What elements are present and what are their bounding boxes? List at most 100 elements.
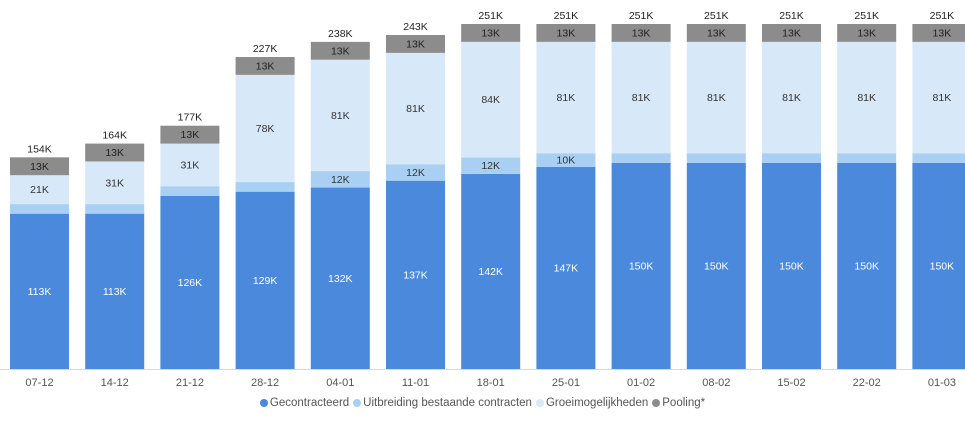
- x-tick-label: 22-02: [853, 377, 881, 389]
- bar-segment: [837, 41, 897, 154]
- bar-segment: [611, 153, 671, 163]
- data-label: 13K: [632, 27, 651, 39]
- data-label: 81K: [331, 110, 350, 122]
- data-label: 142K: [478, 266, 503, 278]
- data-label: 137K: [403, 269, 428, 281]
- data-label: 113K: [28, 286, 52, 298]
- bar-segment: [310, 171, 370, 188]
- data-label: 150K: [854, 260, 879, 272]
- total-label: 164K: [102, 130, 127, 142]
- data-label: 132K: [328, 273, 353, 285]
- bar-segment: [386, 180, 445, 369]
- bar-segment: [536, 166, 596, 369]
- x-tick-label: 01-02: [627, 377, 655, 389]
- bar-segment: [536, 24, 596, 42]
- legend-item: Uitbreiding bestaande contracten: [353, 397, 532, 409]
- legend-item: Pooling*: [652, 397, 705, 409]
- data-label: 81K: [406, 103, 425, 115]
- legend-swatch: [652, 399, 661, 407]
- data-label: 113K: [103, 286, 127, 298]
- data-label: 150K: [930, 260, 955, 272]
- x-tick-label: 11-01: [402, 377, 429, 389]
- bar-segment: [762, 24, 821, 42]
- x-tick-label: 28-12: [251, 377, 279, 389]
- data-label: 81K: [782, 92, 801, 104]
- legend-item: Gecontracteerd: [259, 397, 349, 409]
- bar-segment: [85, 204, 145, 214]
- x-tick-label: 01-03: [928, 377, 956, 389]
- bar-segment: [85, 161, 145, 205]
- legend-item: Groeimogelijkheden: [535, 397, 649, 409]
- total-label: 251K: [554, 10, 579, 22]
- bar-segment: [386, 34, 445, 53]
- total-label: 251K: [930, 10, 955, 22]
- bar-segment: [160, 143, 220, 187]
- legend-swatch: [353, 399, 362, 407]
- bar-segment: [235, 74, 295, 183]
- data-label: 126K: [178, 277, 203, 289]
- bar-segment: [912, 162, 965, 369]
- bar-segment: [611, 162, 671, 369]
- x-tick-label: 14-12: [101, 377, 129, 389]
- data-label: 12K: [481, 160, 500, 172]
- bar-segment: [160, 195, 220, 369]
- bar-segment: [235, 191, 295, 369]
- x-tick-label: 07-12: [25, 377, 53, 389]
- data-label: 13K: [857, 27, 876, 39]
- x-tick-label: 21-12: [176, 377, 204, 389]
- bar-segment: [837, 24, 897, 42]
- data-label: 13K: [481, 27, 500, 39]
- total-label: 177K: [178, 112, 203, 124]
- bar-segment: [235, 56, 295, 75]
- bar-segment: [837, 153, 897, 163]
- bar-segment: [686, 153, 746, 163]
- bar-segment: [386, 52, 445, 165]
- bar-segment: [461, 157, 521, 174]
- bar-segment: [912, 41, 965, 154]
- data-label: 13K: [406, 38, 425, 50]
- x-tick-label: 25-01: [552, 377, 580, 389]
- bar-segment: [912, 153, 965, 163]
- data-label: 13K: [707, 27, 726, 39]
- total-label: 251K: [629, 10, 654, 22]
- bar-segment: [686, 162, 746, 369]
- bar-segment: [536, 41, 596, 154]
- data-label: 150K: [629, 260, 654, 272]
- x-tick-label: 08-02: [702, 377, 730, 389]
- total-label: 251K: [779, 10, 804, 22]
- legend-label: Groeimogelijkheden: [545, 397, 649, 409]
- data-label: 12K: [331, 174, 350, 186]
- legend-swatch: [535, 399, 544, 407]
- bar-segment: [912, 24, 965, 42]
- bar-segment: [386, 164, 445, 181]
- data-label: 150K: [779, 260, 804, 272]
- data-label: 13K: [256, 60, 275, 72]
- bar-segment: [310, 187, 370, 369]
- total-label: 238K: [328, 28, 353, 40]
- data-label: 31K: [105, 177, 124, 189]
- data-label: 10K: [557, 155, 576, 167]
- data-label: 31K: [181, 159, 200, 171]
- data-label: 12K: [406, 167, 425, 179]
- total-label: 251K: [478, 10, 503, 22]
- total-label: 227K: [253, 43, 278, 55]
- data-label: 150K: [704, 260, 729, 272]
- bar-segment: [461, 24, 521, 42]
- x-tick-label: 15-02: [777, 377, 805, 389]
- bar-segment: [10, 157, 69, 176]
- bar-segment: [762, 41, 821, 154]
- bar-segment: [611, 24, 671, 42]
- data-label: 13K: [181, 129, 200, 141]
- bar-segment: [310, 41, 370, 60]
- bar-segment: [461, 173, 521, 369]
- data-label: 129K: [253, 275, 278, 287]
- total-label: 251K: [704, 10, 729, 22]
- bar-segment: [686, 24, 746, 42]
- bar-segment: [85, 143, 145, 162]
- data-label: 147K: [554, 262, 579, 274]
- bar-segment: [10, 204, 69, 214]
- data-label: 81K: [632, 92, 651, 104]
- data-label: 13K: [557, 27, 576, 39]
- bar-segment: [85, 213, 145, 369]
